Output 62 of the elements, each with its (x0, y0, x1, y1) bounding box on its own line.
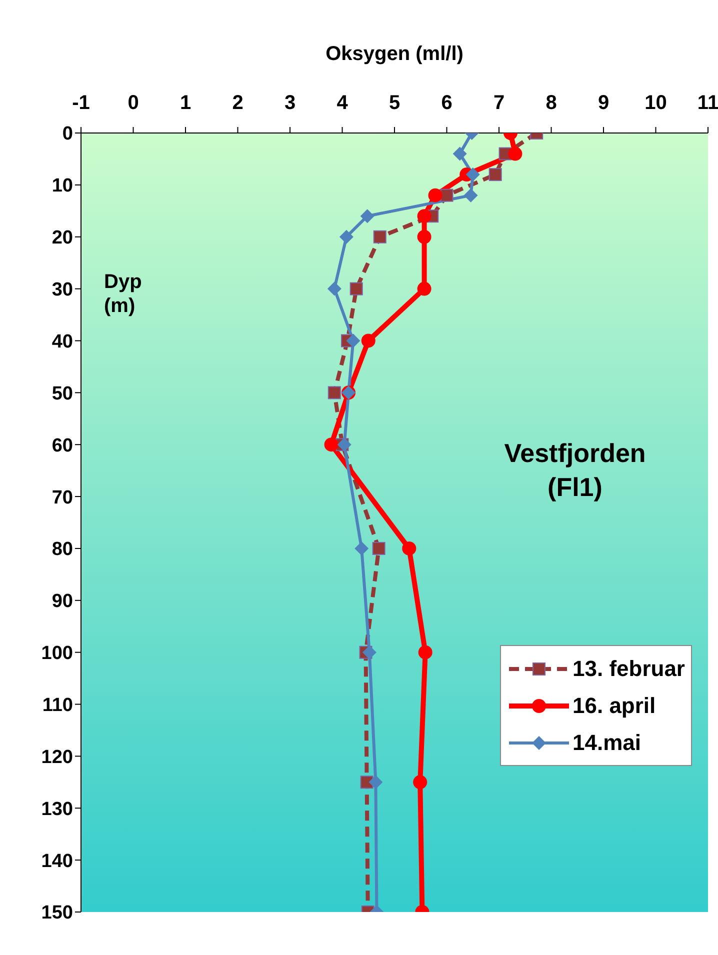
y-tick-label: 70 (52, 487, 73, 508)
x-tick-label: 4 (336, 92, 349, 114)
x-tick-label: 5 (388, 92, 400, 114)
legend-label: 14.mai (572, 730, 641, 756)
x-axis-title: Oksygen (ml/l) (326, 43, 464, 66)
y-tick-label: 20 (52, 228, 73, 249)
point (413, 775, 428, 790)
y-tick-label: 90 (52, 591, 73, 612)
point (337, 438, 352, 452)
y-tick-label: 140 (41, 850, 73, 872)
point (372, 542, 386, 555)
point (466, 168, 480, 182)
point (354, 541, 369, 556)
point (508, 146, 522, 161)
point (368, 775, 383, 790)
y-tick-label: 100 (41, 643, 73, 664)
point (488, 168, 502, 182)
point (362, 645, 376, 660)
point (452, 146, 467, 161)
y-tick-label: 150 (41, 902, 73, 924)
x-tick-label: 11 (697, 92, 718, 114)
x-tick-label: 0 (128, 92, 139, 114)
x-tick-label: 2 (232, 92, 244, 114)
y-tick-label: 50 (52, 383, 73, 404)
y-tick-label: 10 (52, 176, 73, 197)
point (339, 230, 354, 244)
x-tick-label: 6 (441, 92, 452, 114)
point (402, 541, 416, 556)
point (328, 386, 341, 400)
x-tick-label: 9 (598, 92, 610, 114)
legend-label: 16. april (572, 692, 656, 718)
point (324, 438, 338, 452)
x-tick-label: 1 (180, 92, 192, 114)
point (360, 209, 374, 224)
y-tick-label: 30 (52, 280, 73, 301)
point (350, 282, 363, 296)
x-tick-label: 7 (493, 92, 505, 114)
y-tick-label: 40 (52, 331, 73, 352)
point (417, 230, 432, 244)
y-tick-label: 120 (41, 746, 73, 768)
y-axis-title: Dyp (m) (104, 270, 143, 318)
y-tick-label: 110 (42, 695, 73, 716)
point (373, 230, 386, 244)
point (417, 209, 432, 224)
x-tick-label: 3 (284, 92, 296, 114)
point (418, 645, 432, 660)
point (417, 282, 432, 296)
legend-label: 13. februar (572, 656, 685, 682)
point (327, 282, 342, 296)
y-tick-label: 80 (52, 539, 73, 560)
y-tick-label: 0 (62, 124, 73, 145)
point (440, 188, 454, 202)
y-tick-label: 130 (41, 798, 73, 820)
x-tick-label: 8 (546, 92, 557, 114)
annotation: Vestfjorden (Fl1) (503, 437, 647, 504)
x-tick-label: 10 (644, 92, 667, 114)
point (428, 188, 442, 202)
point (361, 334, 376, 348)
point (464, 188, 478, 202)
point (346, 334, 360, 348)
x-tick-label: -1 (72, 92, 90, 114)
y-tick-label: 60 (52, 435, 73, 456)
